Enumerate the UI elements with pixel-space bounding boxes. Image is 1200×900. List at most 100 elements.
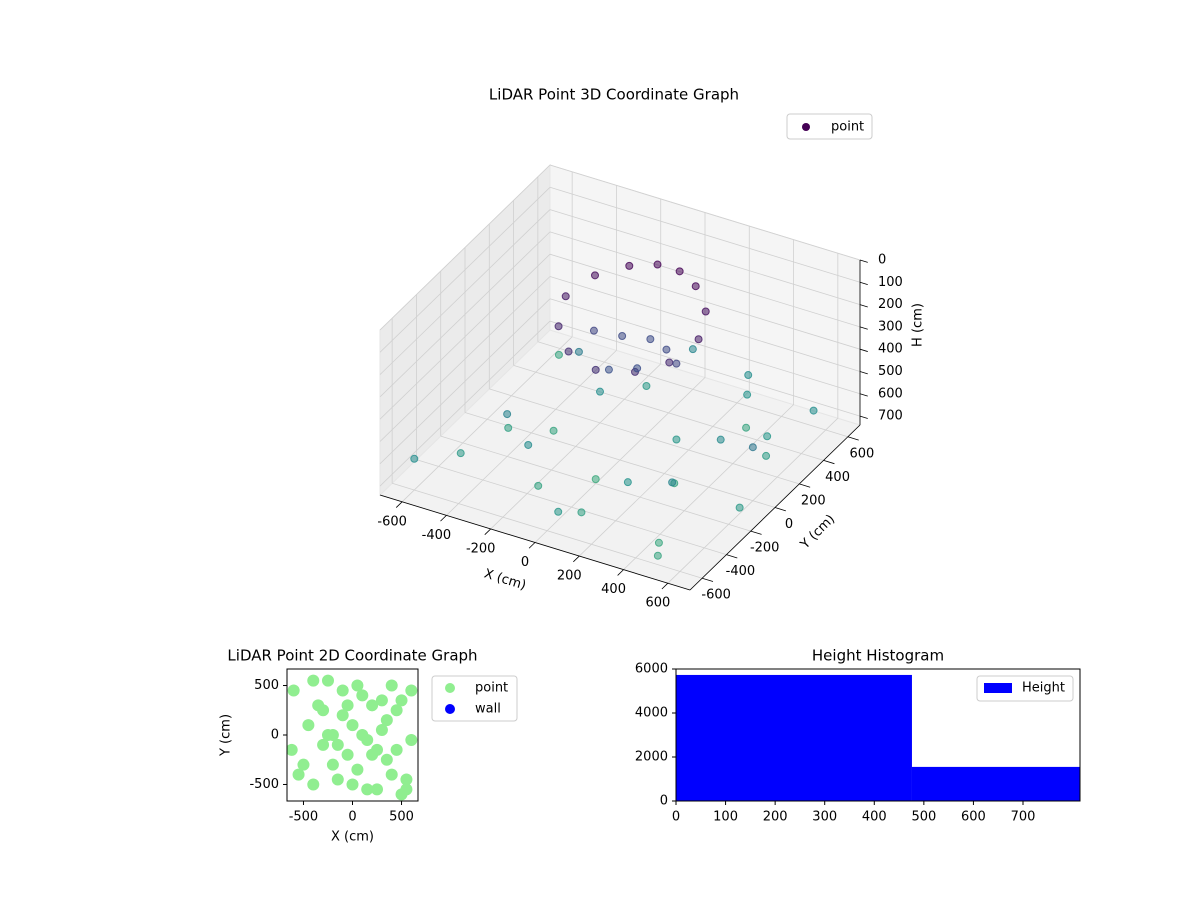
tick-mark <box>726 554 738 559</box>
grid-line <box>549 298 861 395</box>
point <box>577 508 586 517</box>
grid-line <box>379 276 551 442</box>
point <box>591 271 599 280</box>
x-tick-label: 300 <box>812 810 837 825</box>
legend-label: point <box>831 120 864 135</box>
tick-mark <box>799 483 811 488</box>
point <box>524 440 533 449</box>
legend-marker <box>802 123 810 131</box>
z-tick-label: 0 <box>878 253 886 268</box>
tick-mark <box>859 393 868 397</box>
point <box>691 282 700 291</box>
tick-mark <box>573 555 580 563</box>
point <box>623 478 632 487</box>
point <box>351 763 364 776</box>
point <box>321 674 334 687</box>
chart-title: LiDAR Point 2D Coordinate Graph <box>227 647 477 665</box>
point <box>675 267 684 276</box>
tick-mark <box>750 530 762 535</box>
point <box>366 699 379 712</box>
tick-mark <box>859 281 868 286</box>
point <box>646 335 655 344</box>
y-axis-label: Y (cm) <box>219 714 234 757</box>
y-tick-label: 600 <box>849 446 874 461</box>
y-tick-label: 400 <box>825 470 850 485</box>
x-tick-label: 200 <box>557 569 582 584</box>
grid-line <box>440 435 751 532</box>
grid-line <box>416 459 727 556</box>
point <box>554 350 563 359</box>
point <box>589 326 598 335</box>
x-tick-label: 0 <box>672 810 680 825</box>
y-tick-label: 500 <box>254 678 279 693</box>
chart-3d: -600 -400 -200 0 200 400 600 -600 -400 -200 0 200 40… <box>377 163 926 611</box>
point <box>534 481 543 490</box>
grid-line <box>379 320 551 487</box>
point <box>604 365 613 374</box>
point <box>361 783 374 796</box>
point <box>326 758 339 771</box>
point <box>371 783 384 796</box>
y-tick-label: -400 <box>726 564 756 579</box>
chart-2d: point wall -500 0 500 -500 0 500 X (cm) Y (cm) LiD… <box>219 647 518 845</box>
point <box>317 738 330 751</box>
x-tick-label: 400 <box>601 582 626 597</box>
point <box>307 674 320 687</box>
point <box>405 733 418 746</box>
grid-line <box>379 164 551 331</box>
point <box>504 423 513 432</box>
point <box>688 345 697 354</box>
grid-line <box>549 164 861 261</box>
bar <box>911 766 1080 801</box>
point <box>561 292 570 301</box>
x-tick-label: 400 <box>862 810 887 825</box>
z-tick-label: 400 <box>878 342 903 357</box>
legend-label: point <box>475 681 508 696</box>
x-tick-label: 200 <box>763 810 788 825</box>
point <box>410 454 419 463</box>
y-tick-label: 2000 <box>635 750 668 765</box>
tick-mark <box>859 259 868 263</box>
z-tick-label: 100 <box>878 275 903 290</box>
grid-line <box>549 231 861 328</box>
point <box>302 719 315 732</box>
point <box>405 684 418 697</box>
legend-label: Height <box>1022 681 1065 696</box>
point <box>331 773 344 786</box>
x-tick-label: 600 <box>961 810 986 825</box>
tick-mark <box>702 577 714 582</box>
point <box>716 435 725 444</box>
x-tick-label: 600 <box>645 596 670 611</box>
point <box>748 443 757 452</box>
grid-line <box>379 209 551 375</box>
x-tick-label: -200 <box>466 541 496 556</box>
tick-mark <box>617 569 624 576</box>
point <box>341 699 354 712</box>
tick-mark <box>859 371 868 375</box>
grid-line <box>392 482 703 579</box>
point <box>400 783 413 796</box>
point <box>809 406 818 415</box>
tick-mark <box>661 582 669 590</box>
grid-line <box>549 320 861 417</box>
legend-marker <box>445 683 455 693</box>
point <box>653 260 662 269</box>
x-tick-label: -500 <box>289 810 319 825</box>
point <box>662 345 671 354</box>
grid-line <box>379 231 551 398</box>
z-tick-label: 500 <box>878 364 903 379</box>
y-tick-label: -500 <box>249 777 279 792</box>
axes-frame <box>675 668 1081 802</box>
point <box>380 714 393 727</box>
bar <box>676 674 912 801</box>
tick-mark <box>859 326 868 330</box>
x-tick-label: 700 <box>1011 810 1036 825</box>
point <box>292 768 305 781</box>
z-tick-label: 200 <box>878 297 903 312</box>
grid-line <box>549 209 861 305</box>
y-tick-label: -200 <box>750 541 780 556</box>
grid-line <box>464 412 776 508</box>
point <box>694 335 703 344</box>
point <box>549 426 558 435</box>
